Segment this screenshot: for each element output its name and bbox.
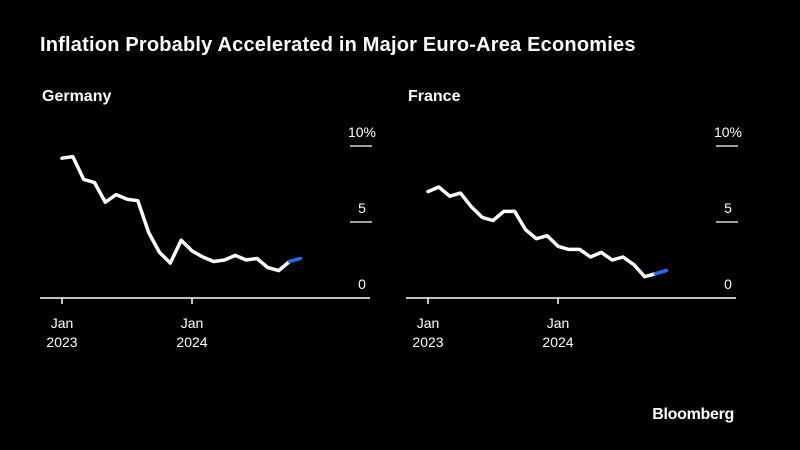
france-y-tick-label: 5 <box>724 200 732 216</box>
bloomberg-logo: Bloomberg <box>652 406 734 423</box>
france-x-tick-label: Jan <box>547 315 570 331</box>
germany-x-tick-year: 2023 <box>46 334 77 350</box>
france-x-tick-label: Jan <box>417 315 440 331</box>
france-x-tick-year: 2023 <box>412 334 443 350</box>
france-y-tick-label: 10% <box>714 124 742 140</box>
germany-y-tick-label: 10% <box>348 124 376 140</box>
germany-inflation-line <box>60 154 292 273</box>
panel-title-germany: Germany <box>42 88 112 105</box>
germany-x-tick-label: Jan <box>51 315 74 331</box>
france-x-tick-year: 2024 <box>542 334 573 350</box>
germany-x-tick-label: Jan <box>181 315 204 331</box>
france-forecast-line <box>653 268 669 276</box>
germany-y-tick-label: 0 <box>358 276 366 292</box>
chart-title: Inflation Probably Accelerated in Major … <box>40 34 636 56</box>
germany-y-tick-label: 5 <box>358 200 366 216</box>
france-inflation-line <box>426 185 658 279</box>
france-y-tick-label: 0 <box>724 276 732 292</box>
panel-title-france: France <box>408 88 461 105</box>
germany-x-tick-year: 2024 <box>176 334 207 350</box>
germany-forecast-line <box>287 256 303 264</box>
